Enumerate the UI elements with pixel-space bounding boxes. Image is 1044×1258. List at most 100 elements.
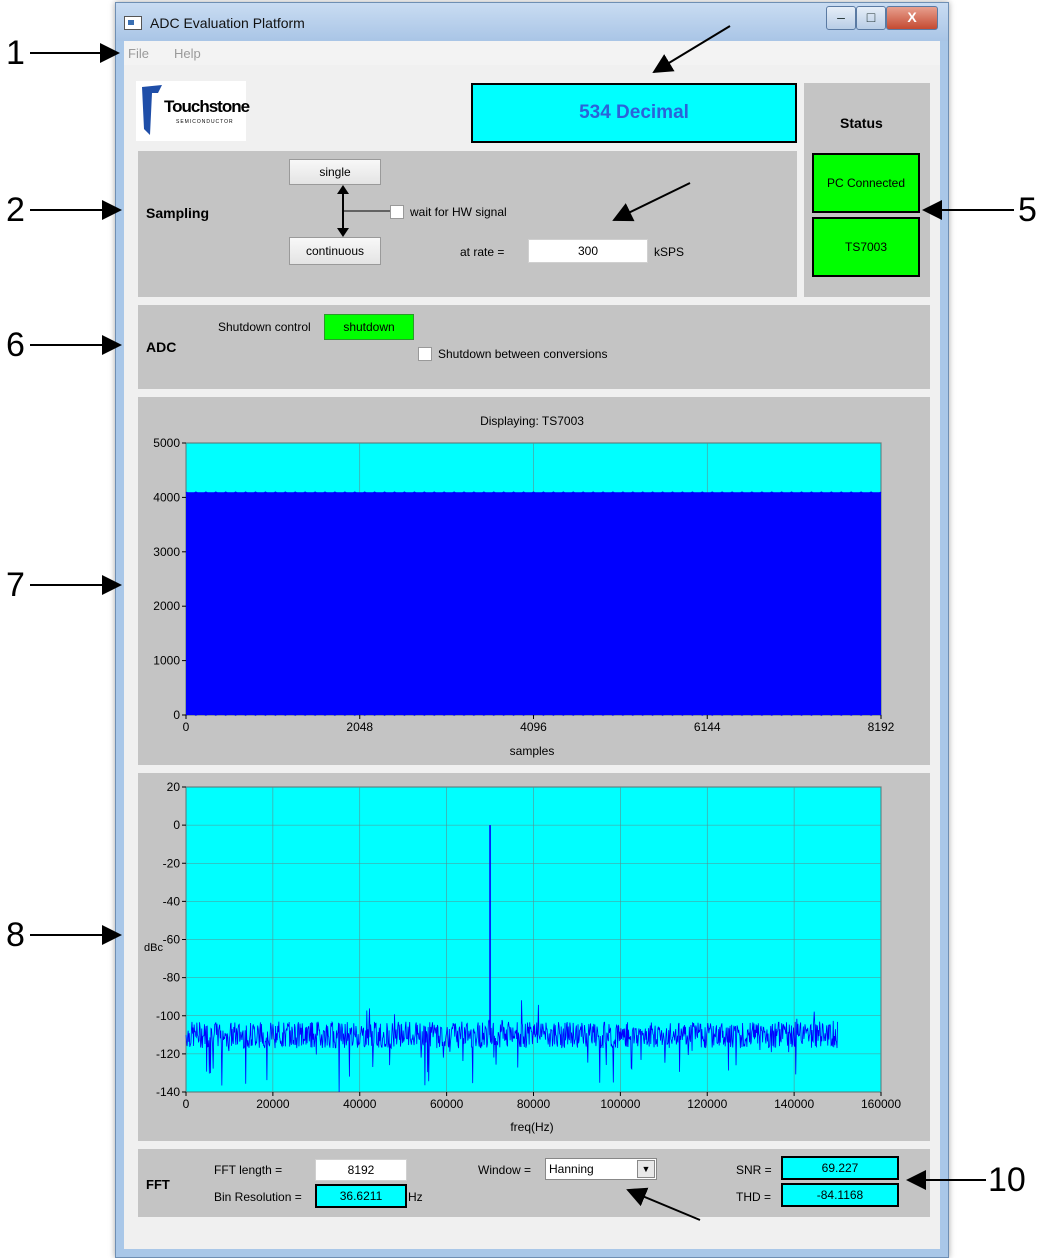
callout-arrow-4 [652, 25, 731, 74]
logo-text: Touchstone [164, 97, 250, 116]
bin-resolution-label: Bin Resolution = [214, 1190, 302, 1204]
callout-arrow-9 [626, 1187, 701, 1221]
logo-subtext: SEMICONDUCTOR [176, 119, 234, 125]
wait-hw-label: wait for HW signal [410, 205, 507, 219]
fft-xtick-label: 120000 [687, 1097, 727, 1111]
snr-value: 69.227 [781, 1156, 899, 1180]
time-xtick-label: 0 [183, 720, 190, 734]
status-device: TS7003 [812, 217, 920, 277]
rate-input[interactable]: 300 [528, 239, 648, 263]
continuous-button[interactable]: continuous [289, 237, 381, 265]
rate-label: at rate = [460, 245, 505, 259]
window-select[interactable]: Hanning ▼ [545, 1158, 657, 1180]
time-xtick-label: 8192 [868, 720, 895, 734]
single-button[interactable]: single [289, 159, 381, 185]
rate-unit: kSPS [654, 245, 685, 259]
fft-ytick-label: -40 [163, 894, 181, 908]
fft-ytick-label: -20 [163, 856, 181, 870]
app-icon [124, 16, 142, 30]
callout-7: 7 [6, 566, 25, 604]
callout-1: 1 [6, 34, 25, 72]
fft-ylabel: dBc [144, 942, 163, 954]
fft-xtick-label: 20000 [256, 1097, 290, 1111]
window-label: Window = [478, 1163, 532, 1177]
close-button[interactable]: X [886, 6, 938, 30]
chevron-down-icon: ▼ [637, 1160, 655, 1178]
time-ytick-label: 4000 [153, 490, 180, 504]
status-pc-connected: PC Connected [812, 153, 920, 213]
fft-chart: 0 20000 40000 60000 80000 100000 120000 140000 1… [144, 780, 901, 1134]
shutdown-button[interactable]: shutdown [324, 314, 414, 340]
time-ytick-label: 5000 [153, 436, 180, 450]
callout-5: 5 [1018, 191, 1037, 229]
window-select-value: Hanning [549, 1162, 594, 1176]
callout-10: 10 [988, 1161, 1026, 1199]
fft-length-input[interactable]: 8192 [315, 1159, 407, 1181]
fft-ytick-label: 0 [173, 818, 180, 832]
callout-2: 2 [6, 191, 25, 229]
snr-label: SNR = [736, 1163, 772, 1177]
fft-ytick-label: -80 [163, 971, 181, 985]
fft-xtick-label: 60000 [430, 1097, 464, 1111]
thd-value: -84.1168 [781, 1183, 899, 1207]
callout-6: 6 [6, 326, 25, 364]
status-panel: Status PC Connected TS7003 [804, 83, 930, 297]
fft-label: FFT [146, 1177, 170, 1192]
callout-arrow-3 [612, 182, 691, 222]
time-xlabel: samples [510, 744, 555, 758]
time-ytick-label: 1000 [153, 654, 180, 668]
fft-ytick-label: -100 [156, 1009, 180, 1023]
title-bar[interactable]: ADC Evaluation Platform – □ X [116, 3, 948, 41]
sampling-label: Sampling [146, 205, 210, 221]
sampling-panel: Sampling single continuous wait for HW s… [138, 151, 797, 297]
fft-xtick-label: 160000 [861, 1097, 901, 1111]
time-ytick-label: 3000 [153, 545, 180, 559]
time-xtick-label: 2048 [346, 720, 373, 734]
fft-noise-trace [185, 1000, 838, 1092]
fft-ytick-label: -140 [156, 1085, 180, 1099]
fft-chart-panel: 0 20000 40000 60000 80000 100000 120000 140000 1… [138, 773, 930, 1141]
fft-length-label: FFT length = [214, 1163, 283, 1177]
decimal-value-text: 534 Decimal [579, 102, 689, 123]
menu-file[interactable]: File [128, 46, 149, 61]
shutdown-between-checkbox[interactable] [418, 347, 432, 361]
fft-ytick-label: -60 [163, 933, 181, 947]
shutdown-between-label: Shutdown between conversions [438, 347, 608, 361]
thd-label: THD = [736, 1190, 772, 1204]
bin-resolution-unit: Hz [408, 1190, 423, 1204]
client-area: Touchstone SEMICONDUCTOR 534 Decimal Sam… [124, 65, 940, 1249]
fft-xtick-label: 40000 [343, 1097, 377, 1111]
time-series-top-edge [185, 491, 882, 497]
adc-panel: ADC Shutdown control shutdown Shutdown b… [138, 305, 930, 389]
shutdown-control-label: Shutdown control [218, 320, 311, 334]
maximize-button[interactable]: □ [856, 6, 886, 30]
logo-mark-icon [142, 85, 162, 135]
window-title: ADC Evaluation Platform [150, 15, 305, 31]
decimal-value-display: 534 Decimal [471, 83, 797, 143]
wait-hw-checkbox[interactable] [390, 205, 404, 219]
time-ytick-label: 2000 [153, 599, 180, 613]
time-chart-title: Displaying: TS7003 [480, 414, 584, 428]
app-window: ADC Evaluation Platform – □ X File Help … [115, 2, 949, 1258]
bin-resolution-value: 36.6211 [315, 1184, 407, 1208]
time-ytick-label: 0 [173, 708, 180, 722]
adc-label: ADC [146, 339, 177, 355]
fft-ytick-label: 20 [167, 780, 181, 794]
fft-ytick-label: -120 [156, 1047, 180, 1061]
fft-xtick-label: 140000 [774, 1097, 814, 1111]
mode-toggle-arrow-icon [337, 185, 396, 237]
minimize-button[interactable]: – [826, 6, 856, 30]
fft-panel: FFT FFT length = 8192 Bin Resolution = 3… [138, 1149, 930, 1217]
fft-xtick-label: 0 [183, 1097, 190, 1111]
fft-xtick-label: 80000 [517, 1097, 551, 1111]
time-xtick-label: 6144 [694, 720, 721, 734]
time-xtick-label: 4096 [520, 720, 547, 734]
fft-xlabel: freq(Hz) [510, 1120, 553, 1134]
status-title: Status [840, 115, 883, 131]
menu-help[interactable]: Help [174, 46, 201, 61]
time-chart-panel: Displaying: TS7003 0 2048 4096 6144 8192 0 100… [138, 397, 930, 765]
time-series-band [186, 492, 881, 715]
touchstone-logo: Touchstone SEMICONDUCTOR [136, 81, 250, 141]
time-domain-chart: Displaying: TS7003 0 2048 4096 6144 8192 0 100… [153, 414, 895, 758]
